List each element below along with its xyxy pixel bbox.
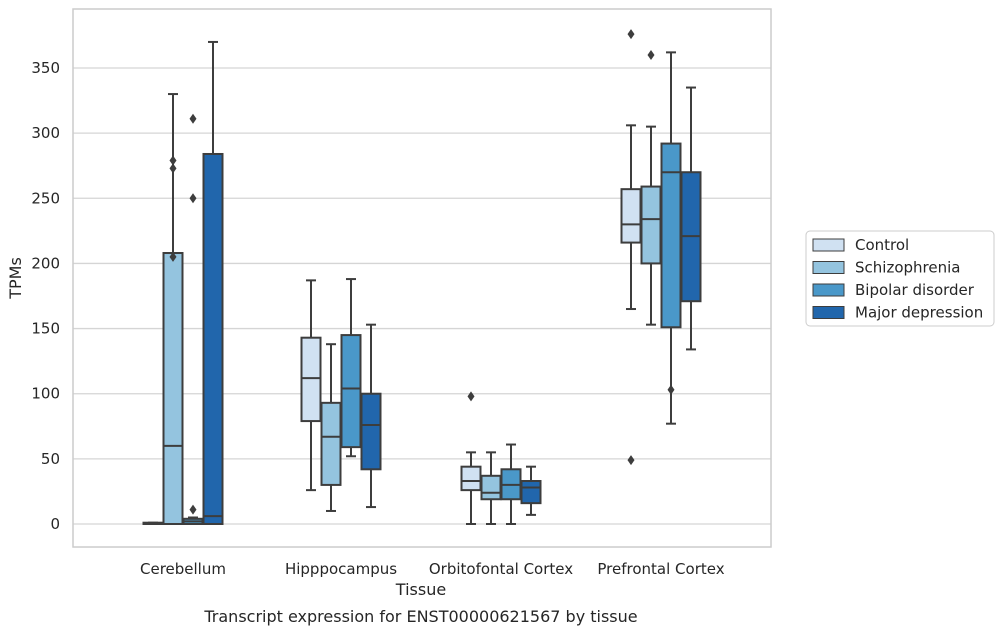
outlier-point <box>627 29 635 40</box>
outlier-point <box>169 155 177 166</box>
box-schizophrenia-hipppocampus <box>320 343 342 512</box>
x-axis-label: Tissue <box>395 580 446 599</box>
box-schizophrenia-prefrontal-cortex <box>640 49 662 326</box>
x-tick-label: Orbitofontal Cortex <box>429 560 573 578</box>
box-bipolar-disorder-prefrontal-cortex <box>660 51 682 425</box>
y-tick-label: 300 <box>31 124 60 142</box>
outlier-point <box>169 251 177 262</box>
legend-frame <box>805 230 995 327</box>
box-control-cerebellum <box>142 521 164 526</box>
outlier-point <box>189 113 197 124</box>
y-tick-label: 350 <box>31 59 60 77</box>
y-tick-label: 0 <box>50 515 60 533</box>
box-major-depression-orbitofontal-cortex <box>520 465 542 516</box>
box-iqr <box>480 474 502 501</box>
box-iqr <box>340 334 362 449</box>
x-tick-label: Hipppocampus <box>285 560 397 578</box>
y-tick-labels: 0 50 100 150 200 250 300 350 <box>31 59 60 533</box>
y-tick-label: 250 <box>31 189 60 207</box>
box-iqr <box>660 142 682 329</box>
gridlines <box>73 67 771 525</box>
outlier-point <box>169 163 177 174</box>
y-tick-label: 150 <box>31 320 60 338</box>
box-iqr <box>360 392 382 471</box>
box-major-depression-prefrontal-cortex <box>680 86 702 351</box>
outlier-point <box>667 384 675 395</box>
legend: Control Schizophrenia Bipolar disorder Majo… <box>805 230 995 327</box>
x-tick-labels: Cerebellum Hipppocampus Orbitofontal Corte… <box>140 560 725 578</box>
box-control-orbitofontal-cortex <box>460 391 482 525</box>
box-bipolar-disorder-hipppocampus <box>340 278 362 458</box>
box-bipolar-disorder-orbitofontal-cortex <box>500 443 522 525</box>
x-tick-label: Cerebellum <box>140 560 226 578</box>
box-iqr <box>162 252 184 525</box>
legend-swatch <box>812 261 845 274</box>
figure-caption: Transcript expression for ENST0000062156… <box>203 607 637 626</box>
y-tick-label: 50 <box>41 450 60 468</box>
legend-label: Bipolar disorder <box>855 281 975 299</box>
legend-swatch <box>812 238 845 252</box>
y-tick-label: 200 <box>31 254 60 272</box>
box-iqr <box>300 336 322 423</box>
plot-frame <box>72 8 772 548</box>
legend-label: Control <box>855 236 909 254</box>
outlier-point <box>189 504 197 515</box>
y-axis-label: TPMs <box>6 257 25 300</box>
outlier-point <box>627 455 635 466</box>
outlier-point <box>647 49 655 60</box>
outlier-point <box>467 391 475 402</box>
box-bipolar-disorder-cerebellum <box>182 113 204 526</box>
x-tick-label: Prefrontal Cortex <box>597 560 724 578</box>
box-major-depression-cerebellum <box>202 40 224 525</box>
box-iqr <box>520 480 542 505</box>
legend-label: Schizophrenia <box>855 259 960 277</box>
plot-boxes <box>142 29 702 526</box>
legend-label: Major depression <box>855 304 983 322</box>
outlier-point <box>189 193 197 204</box>
box-iqr <box>640 185 662 265</box>
legend-swatch <box>812 283 845 297</box>
legend-swatch <box>812 306 845 319</box>
box-control-hipppocampus <box>300 279 322 492</box>
box-iqr <box>460 465 482 492</box>
box-schizophrenia-cerebellum <box>162 93 184 525</box>
y-tick-label: 100 <box>31 385 60 403</box>
box-iqr <box>320 401 342 486</box>
box-schizophrenia-orbitofontal-cortex <box>480 451 502 525</box>
box-control-prefrontal-cortex <box>620 29 642 466</box>
box-iqr <box>620 188 642 244</box>
box-major-depression-hipppocampus <box>360 323 382 509</box>
box-iqr <box>202 152 224 525</box>
